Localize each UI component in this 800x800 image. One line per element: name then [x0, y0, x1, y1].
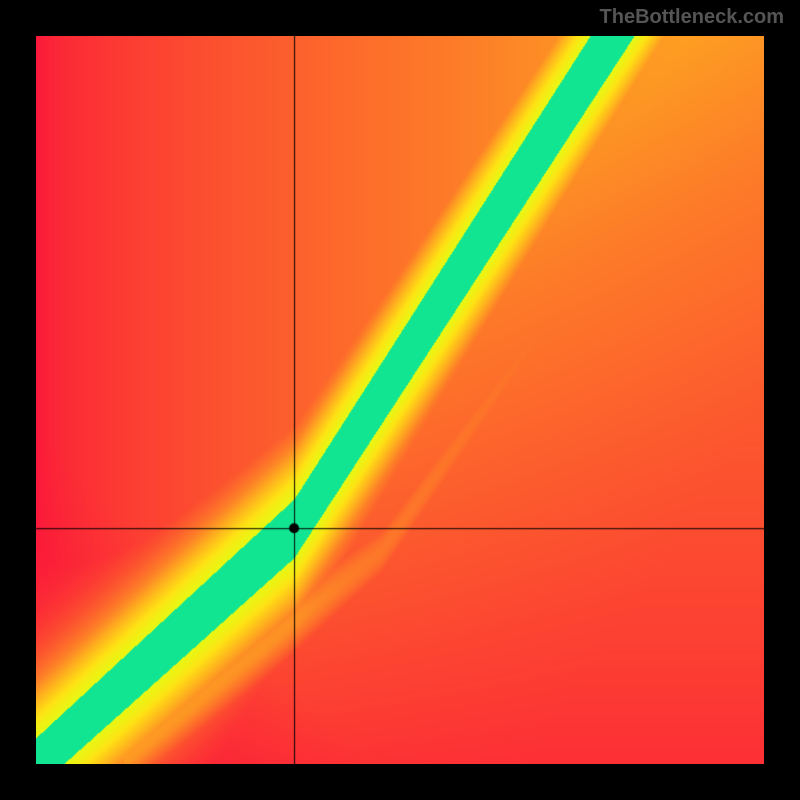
watermark-text: TheBottleneck.com	[600, 6, 784, 29]
bottleneck-heatmap	[36, 36, 764, 764]
heatmap-canvas	[36, 36, 764, 764]
